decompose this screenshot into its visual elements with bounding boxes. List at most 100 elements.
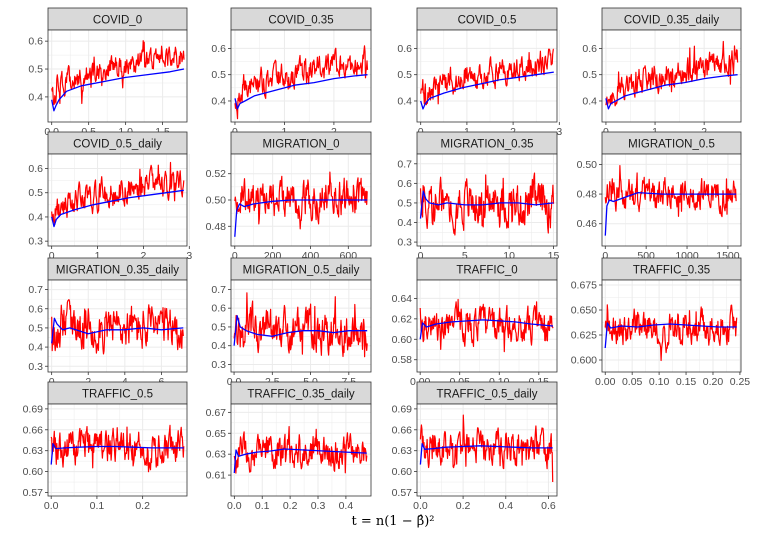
x-tick-label: 0.6 <box>541 500 556 512</box>
facet-panel-15: TRAFFIC_0.5_daily 0.57 0.60 0.63 0.66 0.69 0.0… <box>392 381 558 512</box>
x-tick-label: 0.0 <box>413 500 428 512</box>
y-tick-label: 0.69 <box>23 403 44 415</box>
y-tick-label: 0.4 <box>28 211 43 223</box>
y-tick-label: 0.5 <box>397 197 412 209</box>
x-tick-label: 0.15 <box>676 376 697 388</box>
panel-border <box>601 29 742 123</box>
facet-panel-5: COVID_0.5_daily 0.3 0.4 0.5 0.6 0 1 2 3 <box>28 131 192 262</box>
series-observed-line <box>419 414 554 483</box>
x-tick-label: 0.2 <box>135 500 150 512</box>
facet-panel-13: TRAFFIC_0.5 0.57 0.60 0.63 0.66 0.69 0.0 0.1 0.2 <box>23 381 188 512</box>
y-tick-label: 0.4 <box>28 91 43 103</box>
y-tick-label: 0.5 <box>28 187 43 199</box>
x-tick-label: 0.0 <box>227 500 242 512</box>
y-tick-label: 0.69 <box>392 403 413 415</box>
y-tick-label: 0.6 <box>582 43 597 55</box>
panel-background <box>48 280 187 372</box>
series-fitted-line <box>419 319 554 340</box>
y-tick-label: 0.60 <box>392 466 413 478</box>
y-tick-label: 0.4 <box>211 95 226 107</box>
x-tick-label: 0.10 <box>649 376 670 388</box>
series-fitted-line <box>233 448 367 474</box>
y-tick-label: 0.48 <box>206 221 227 233</box>
panel-title: COVID_0.35_daily <box>624 15 719 27</box>
facet-panel-11: TRAFFIC_00.580.600.620.640.000.050.100.1… <box>392 257 558 388</box>
series-fitted-line <box>51 317 184 344</box>
y-tick-label: 0.63 <box>23 445 44 457</box>
y-tick-label: 0.7 <box>28 284 43 296</box>
facet-panel-10: MIGRATION_0.5_daily0.30.40.50.60.70.02.5… <box>211 257 372 388</box>
y-tick-label: 0.7 <box>211 284 226 296</box>
y-tick-label: 0.4 <box>211 340 226 352</box>
series-fitted-line <box>51 189 184 228</box>
series-fitted-line <box>50 443 184 465</box>
panel-title: COVID_0.35 <box>268 15 333 27</box>
x-tick-label: 0.2 <box>456 500 471 512</box>
x-tick-label: 0.4 <box>498 500 513 512</box>
facet-panel-7: MIGRATION_0.35 0.3 0.4 0.5 0.6 0.7 0 5 10 15 <box>397 131 560 262</box>
series-observed-line <box>419 298 554 353</box>
series-fitted-line <box>419 443 553 465</box>
series-observed-line <box>234 171 368 230</box>
panel-title: TRAFFIC_0 <box>456 265 517 277</box>
series-observed-line <box>419 172 555 236</box>
panel-title: COVID_0.5_daily <box>73 139 162 151</box>
panel-border <box>601 153 742 247</box>
y-tick-label: 0.4 <box>28 342 43 354</box>
y-tick-label: 0.5 <box>211 69 226 81</box>
x-tick-label: 0.05 <box>622 376 643 388</box>
panel-border <box>47 403 188 497</box>
panel-title: MIGRATION_0.35 <box>440 139 533 151</box>
y-tick-label: 0.6 <box>397 178 412 190</box>
y-tick-label: 0.50 <box>577 159 598 171</box>
x-tick-label: 0 <box>49 250 55 262</box>
panel-background <box>231 280 371 372</box>
y-tick-label: 0.600 <box>571 355 597 367</box>
panel-title: TRAFFIC_0.35_daily <box>247 389 355 401</box>
y-tick-label: 0.52 <box>206 168 227 180</box>
y-tick-label: 0.5 <box>582 69 597 81</box>
y-tick-label: 0.60 <box>392 334 413 346</box>
y-tick-label: 0.7 <box>397 158 412 170</box>
panel-border <box>416 153 558 247</box>
y-tick-label: 0.5 <box>28 64 43 76</box>
facet-panel-1: COVID_00.40.50.60.00.51.01.5 <box>28 7 188 138</box>
y-tick-label: 0.6 <box>28 303 43 315</box>
x-tick-label: 2 <box>140 250 146 262</box>
facet-panel-8: MIGRATION_0.50.460.480.500 500 1000 1500 <box>577 131 742 262</box>
x-tick-label: 0 <box>232 250 238 262</box>
panel-border <box>47 29 188 123</box>
facet-panel-12: TRAFFIC_0.35 0.600 0.625 0.650 0.675 0.00 0.05… <box>571 257 750 388</box>
y-tick-label: 0.6 <box>28 163 43 175</box>
y-tick-label: 0.58 <box>392 354 413 366</box>
series-observed-line <box>234 45 369 120</box>
panel-border <box>230 279 372 373</box>
x-tick-label: 0.1 <box>255 500 270 512</box>
y-tick-label: 0.63 <box>392 445 413 457</box>
x-tick-label: 0.0 <box>44 500 59 512</box>
series-fitted-line <box>605 74 738 110</box>
x-tick-label: 0.4 <box>339 500 354 512</box>
facet-panel-14: TRAFFIC_0.35_daily 0.61 0.63 0.65 0.67 0.0 0.1… <box>206 381 372 512</box>
series-fitted-line <box>420 71 554 110</box>
y-tick-label: 0.57 <box>23 487 44 499</box>
y-tick-label: 0.66 <box>392 424 413 436</box>
panel-grid <box>602 30 741 122</box>
panel-title: MIGRATION_0.5_daily <box>243 265 360 277</box>
y-tick-label: 0.675 <box>571 280 597 292</box>
panel-title: MIGRATION_0.5 <box>628 139 715 151</box>
y-tick-label: 0.6 <box>397 43 412 55</box>
y-tick-label: 0.3 <box>28 236 43 248</box>
x-tick-label: 1 <box>95 250 101 262</box>
series-observed-line <box>604 165 737 218</box>
panel-border <box>47 153 188 247</box>
x-tick-label: 15 <box>548 250 560 262</box>
series-observed-line <box>233 292 368 358</box>
series-fitted-line <box>604 191 737 236</box>
panel-border <box>230 29 372 123</box>
series-observed-line <box>233 426 368 474</box>
panel-border <box>601 279 742 373</box>
